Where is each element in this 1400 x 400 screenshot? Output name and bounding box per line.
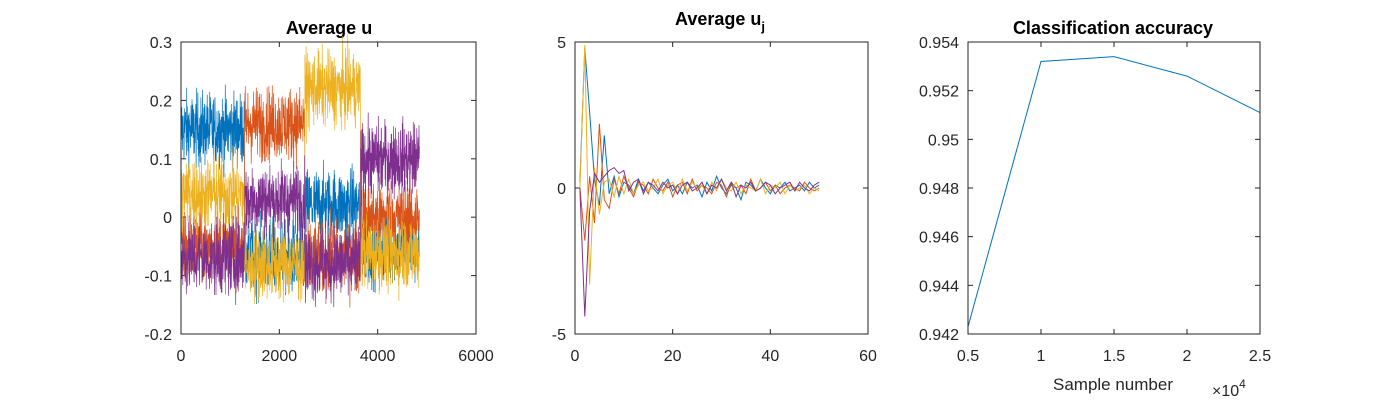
p2-ytick-label-5: 0.952 <box>919 84 959 101</box>
p0-xtick-label-2: 4000 <box>360 348 396 365</box>
p0-xtick-label-0: 0 <box>177 348 186 365</box>
p2-ytick-label-6: 0.954 <box>919 35 959 52</box>
p2-accuracy-line <box>967 56 1261 327</box>
p2-xtick-label-4: 2.5 <box>1249 348 1271 365</box>
p2-xtick-label-2: 1.5 <box>1103 348 1125 365</box>
p0-ytick-label-5: 0.3 <box>150 35 172 52</box>
p1-series-2-line <box>579 123 820 241</box>
panel-average-u-tick-labels: 0 2000 4000 6000 -0.2 -0.1 0 0.1 0.2 0.3 <box>144 35 493 365</box>
p1-xtick-label-0: 0 <box>571 348 580 365</box>
panel-average-uj: Average uj 0 20 40 60 -5 0 5 <box>552 9 877 365</box>
p0-ytick-label-3: 0.1 <box>150 152 172 169</box>
p2-ytick-label-4: 0.95 <box>928 132 959 149</box>
panel-average-uj-plot <box>574 41 869 335</box>
panel-accuracy-title: Classification accuracy <box>1013 18 1213 38</box>
p1-ytick-label-2: 5 <box>557 35 566 52</box>
panel-accuracy-xlabel: Sample number <box>1053 375 1173 394</box>
p2-ytick-label-0: 0.942 <box>919 327 959 344</box>
p2-axes-box <box>967 41 1261 335</box>
panel-average-u: Average u 0 2000 4000 6000 -0.2 -0.1 0 0.1 0.2 0.… <box>144 18 493 365</box>
panel-accuracy-x-exponent: ×104 <box>1212 377 1246 400</box>
p1-xtick-label-3: 60 <box>859 348 877 365</box>
panel-classification-accuracy: Classification accuracy 0.5 1 1.5 2 2.5 0.942… <box>919 18 1271 400</box>
panel-average-uj-tick-labels: 0 20 40 60 -5 0 5 <box>552 35 877 365</box>
p1-xtick-label-1: 20 <box>664 348 682 365</box>
p0-axes-box <box>180 41 477 335</box>
p1-series-1-line <box>579 47 820 206</box>
panel-average-uj-title-subscript: j <box>760 19 765 34</box>
p2-xtick-label-1: 1 <box>1037 348 1046 365</box>
p0-xtick-label-1: 2000 <box>262 348 298 365</box>
p1-series-4-line <box>579 166 820 317</box>
p0-series-4-line <box>180 112 420 308</box>
p0-xtick-label-3: 6000 <box>458 348 494 365</box>
p2-plot-area <box>968 42 1260 334</box>
p0-series-3-line <box>180 34 420 305</box>
panel-average-u-title: Average u <box>286 18 372 38</box>
x-exponent-times: × <box>1212 383 1221 400</box>
p1-xtick-label-2: 40 <box>761 348 779 365</box>
x-exponent-power: 4 <box>1239 377 1246 391</box>
p1-ytick-label-1: 0 <box>557 181 566 198</box>
p2-ytick-label-1: 0.944 <box>919 278 959 295</box>
x-exponent-base: 10 <box>1221 383 1239 400</box>
p2-ytick-label-3: 0.948 <box>919 181 959 198</box>
p1-ytick-label-0: -5 <box>552 327 566 344</box>
p0-ytick-label-1: -0.1 <box>144 269 172 286</box>
p0-ytick-label-0: -0.2 <box>144 327 172 344</box>
panel-average-u-plot <box>180 34 477 335</box>
p0-ytick-label-2: 0 <box>163 210 172 227</box>
panel-accuracy-tick-labels: 0.5 1 1.5 2 2.5 0.942 0.944 0.946 0.948 0.95 0.952… <box>919 35 1271 365</box>
p2-ytick-label-2: 0.946 <box>919 230 959 247</box>
p1-axes-box <box>574 41 869 335</box>
p2-xtick-label-3: 2 <box>1183 348 1192 365</box>
p2-xtick-label-0: 0.5 <box>957 348 979 365</box>
panel-average-uj-title-main: Average u <box>675 9 761 29</box>
panel-accuracy-plot <box>967 41 1261 335</box>
p1-series-3-line <box>579 44 820 285</box>
p0-ytick-label-4: 0.2 <box>150 93 172 110</box>
panel-average-uj-title: Average uj <box>675 9 765 34</box>
